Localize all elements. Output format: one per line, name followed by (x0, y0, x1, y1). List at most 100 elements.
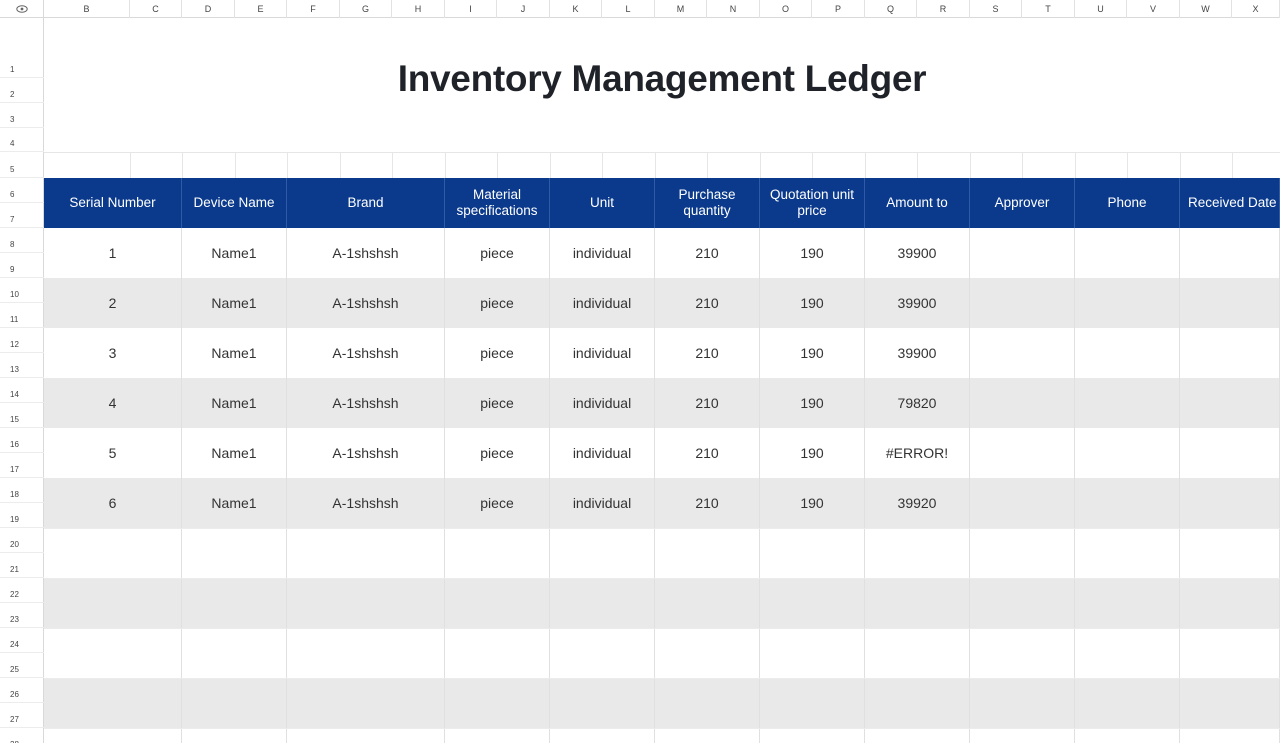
table-cell[interactable] (1180, 378, 1280, 428)
table-cell[interactable]: A-1shshsh (287, 228, 445, 278)
table-cell[interactable]: Name1 (182, 378, 287, 428)
table-cell[interactable]: 1 (44, 228, 182, 278)
column-header-i[interactable]: I (445, 0, 497, 18)
table-cell[interactable] (1180, 428, 1280, 478)
column-header-q[interactable]: Q (865, 0, 917, 18)
table-cell[interactable] (970, 478, 1075, 528)
row-header-4[interactable]: 4 (0, 128, 44, 152)
table-cell[interactable]: Name1 (182, 228, 287, 278)
row-header-23[interactable]: 23 (0, 603, 44, 628)
table-cell[interactable]: 190 (760, 278, 865, 328)
row-header-13[interactable]: 13 (0, 353, 44, 378)
row-header-2[interactable]: 2 (0, 78, 44, 103)
table-cell[interactable]: Name1 (182, 428, 287, 478)
table-cell[interactable] (1180, 228, 1280, 278)
row-header-10[interactable]: 10 (0, 278, 44, 303)
column-header-t[interactable]: T (1022, 0, 1075, 18)
select-all-corner[interactable] (0, 0, 44, 18)
row-header-20[interactable]: 20 (0, 528, 44, 553)
empty-cell[interactable] (970, 629, 1075, 679)
empty-cell[interactable] (287, 629, 445, 679)
column-header-n[interactable]: N (707, 0, 760, 18)
row-header-1[interactable]: 1 (0, 18, 44, 78)
empty-cell[interactable] (182, 579, 287, 629)
empty-cell[interactable] (970, 729, 1075, 743)
table-cell[interactable]: 210 (655, 228, 760, 278)
empty-cell[interactable] (445, 529, 550, 579)
column-header-o[interactable]: O (760, 0, 812, 18)
row-header-11[interactable]: 11 (0, 303, 44, 328)
table-cell[interactable]: 210 (655, 328, 760, 378)
table-cell[interactable]: 2 (44, 278, 182, 328)
table-cell[interactable]: Name1 (182, 328, 287, 378)
header-cell-amount-to[interactable]: Amount to (865, 178, 970, 228)
empty-cell[interactable] (445, 629, 550, 679)
empty-cell[interactable] (1180, 629, 1280, 679)
table-cell[interactable] (970, 428, 1075, 478)
row-header-6[interactable]: 6 (0, 178, 44, 203)
empty-cell[interactable] (44, 629, 182, 679)
table-cell[interactable]: A-1shshsh (287, 378, 445, 428)
empty-cell[interactable] (550, 579, 655, 629)
empty-cell[interactable] (550, 679, 655, 729)
empty-cell[interactable] (655, 629, 760, 679)
row-header-17[interactable]: 17 (0, 453, 44, 478)
table-cell[interactable]: individual (550, 328, 655, 378)
empty-cell[interactable] (550, 729, 655, 743)
table-cell[interactable]: 39900 (865, 278, 970, 328)
row-header-12[interactable]: 12 (0, 328, 44, 353)
table-cell[interactable]: A-1shshsh (287, 278, 445, 328)
column-header-e[interactable]: E (235, 0, 287, 18)
empty-cell[interactable] (655, 579, 760, 629)
table-cell[interactable] (1180, 328, 1280, 378)
empty-cell[interactable] (1075, 579, 1180, 629)
column-header-r[interactable]: R (917, 0, 970, 18)
row-header-24[interactable]: 24 (0, 628, 44, 653)
table-cell[interactable]: 210 (655, 278, 760, 328)
table-cell[interactable]: 39900 (865, 328, 970, 378)
table-cell[interactable]: individual (550, 378, 655, 428)
table-cell[interactable] (1075, 228, 1180, 278)
table-cell[interactable] (1180, 278, 1280, 328)
column-header-f[interactable]: F (287, 0, 340, 18)
table-cell[interactable] (1075, 478, 1180, 528)
empty-cell[interactable] (760, 629, 865, 679)
table-cell[interactable]: 190 (760, 428, 865, 478)
column-header-u[interactable]: U (1075, 0, 1127, 18)
empty-cell[interactable] (287, 729, 445, 743)
header-cell-unit[interactable]: Unit (550, 178, 655, 228)
empty-cell[interactable] (760, 729, 865, 743)
table-cell[interactable]: piece (445, 478, 550, 528)
row-header-15[interactable]: 15 (0, 403, 44, 428)
empty-cell[interactable] (865, 679, 970, 729)
empty-cell[interactable] (445, 579, 550, 629)
empty-cell[interactable] (182, 629, 287, 679)
empty-cell[interactable] (760, 529, 865, 579)
table-cell[interactable]: A-1shshsh (287, 478, 445, 528)
row-header-25[interactable]: 25 (0, 653, 44, 678)
empty-cell[interactable] (970, 529, 1075, 579)
header-cell-approver[interactable]: Approver (970, 178, 1075, 228)
table-cell[interactable] (1075, 328, 1180, 378)
empty-cell[interactable] (1075, 729, 1180, 743)
column-header-g[interactable]: G (340, 0, 392, 18)
row-header-19[interactable]: 19 (0, 503, 44, 528)
empty-cell[interactable] (865, 629, 970, 679)
empty-cell[interactable] (970, 679, 1075, 729)
column-header-d[interactable]: D (182, 0, 235, 18)
table-cell[interactable] (970, 228, 1075, 278)
table-cell[interactable]: 190 (760, 378, 865, 428)
column-header-w[interactable]: W (1180, 0, 1232, 18)
table-cell[interactable] (1075, 428, 1180, 478)
empty-cell[interactable] (760, 679, 865, 729)
table-cell[interactable]: piece (445, 428, 550, 478)
row-header-8[interactable]: 8 (0, 228, 44, 253)
empty-cell[interactable] (760, 579, 865, 629)
empty-cell[interactable] (44, 729, 182, 743)
empty-cell[interactable] (1075, 529, 1180, 579)
row-header-21[interactable]: 21 (0, 553, 44, 578)
header-cell-material-specifications[interactable]: Material specifications (445, 178, 550, 228)
row-header-16[interactable]: 16 (0, 428, 44, 453)
empty-cell[interactable] (865, 579, 970, 629)
table-cell[interactable]: Name1 (182, 278, 287, 328)
